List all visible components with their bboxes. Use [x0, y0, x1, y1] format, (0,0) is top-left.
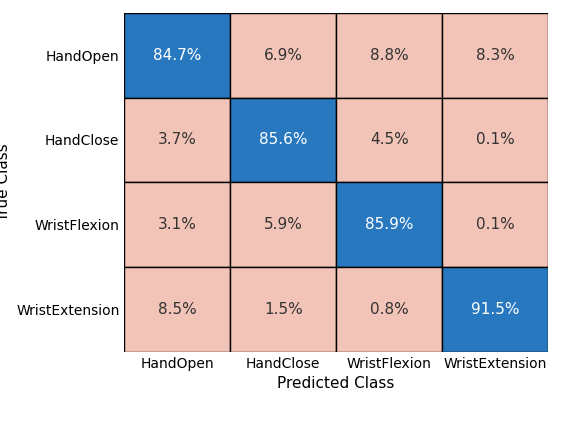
Bar — [231, 267, 336, 352]
Bar — [336, 98, 442, 182]
Text: 3.7%: 3.7% — [158, 132, 197, 148]
Text: 0.8%: 0.8% — [370, 302, 408, 317]
Text: 3.1%: 3.1% — [158, 217, 197, 232]
Text: 8.3%: 8.3% — [476, 47, 515, 63]
Bar — [442, 98, 548, 182]
Text: 84.7%: 84.7% — [153, 47, 202, 63]
Y-axis label: True Class: True Class — [0, 143, 11, 221]
Text: 0.1%: 0.1% — [476, 217, 515, 232]
Bar — [442, 267, 548, 352]
Bar — [124, 13, 231, 98]
X-axis label: Predicted Class: Predicted Class — [277, 377, 395, 391]
Bar — [442, 182, 548, 267]
Bar — [231, 13, 336, 98]
Text: 0.1%: 0.1% — [476, 132, 515, 148]
Text: 8.8%: 8.8% — [370, 47, 408, 63]
Bar — [124, 98, 231, 182]
Bar — [336, 267, 442, 352]
Text: 5.9%: 5.9% — [264, 217, 303, 232]
Bar — [231, 98, 336, 182]
Bar — [336, 13, 442, 98]
Bar — [231, 182, 336, 267]
Text: 1.5%: 1.5% — [264, 302, 303, 317]
Text: 85.6%: 85.6% — [259, 132, 307, 148]
Text: 8.5%: 8.5% — [158, 302, 197, 317]
Text: 6.9%: 6.9% — [264, 47, 303, 63]
Bar — [336, 182, 442, 267]
Text: 91.5%: 91.5% — [471, 302, 519, 317]
Bar — [442, 13, 548, 98]
Text: 85.9%: 85.9% — [365, 217, 414, 232]
Bar — [124, 267, 231, 352]
Bar — [124, 182, 231, 267]
Text: 4.5%: 4.5% — [370, 132, 408, 148]
